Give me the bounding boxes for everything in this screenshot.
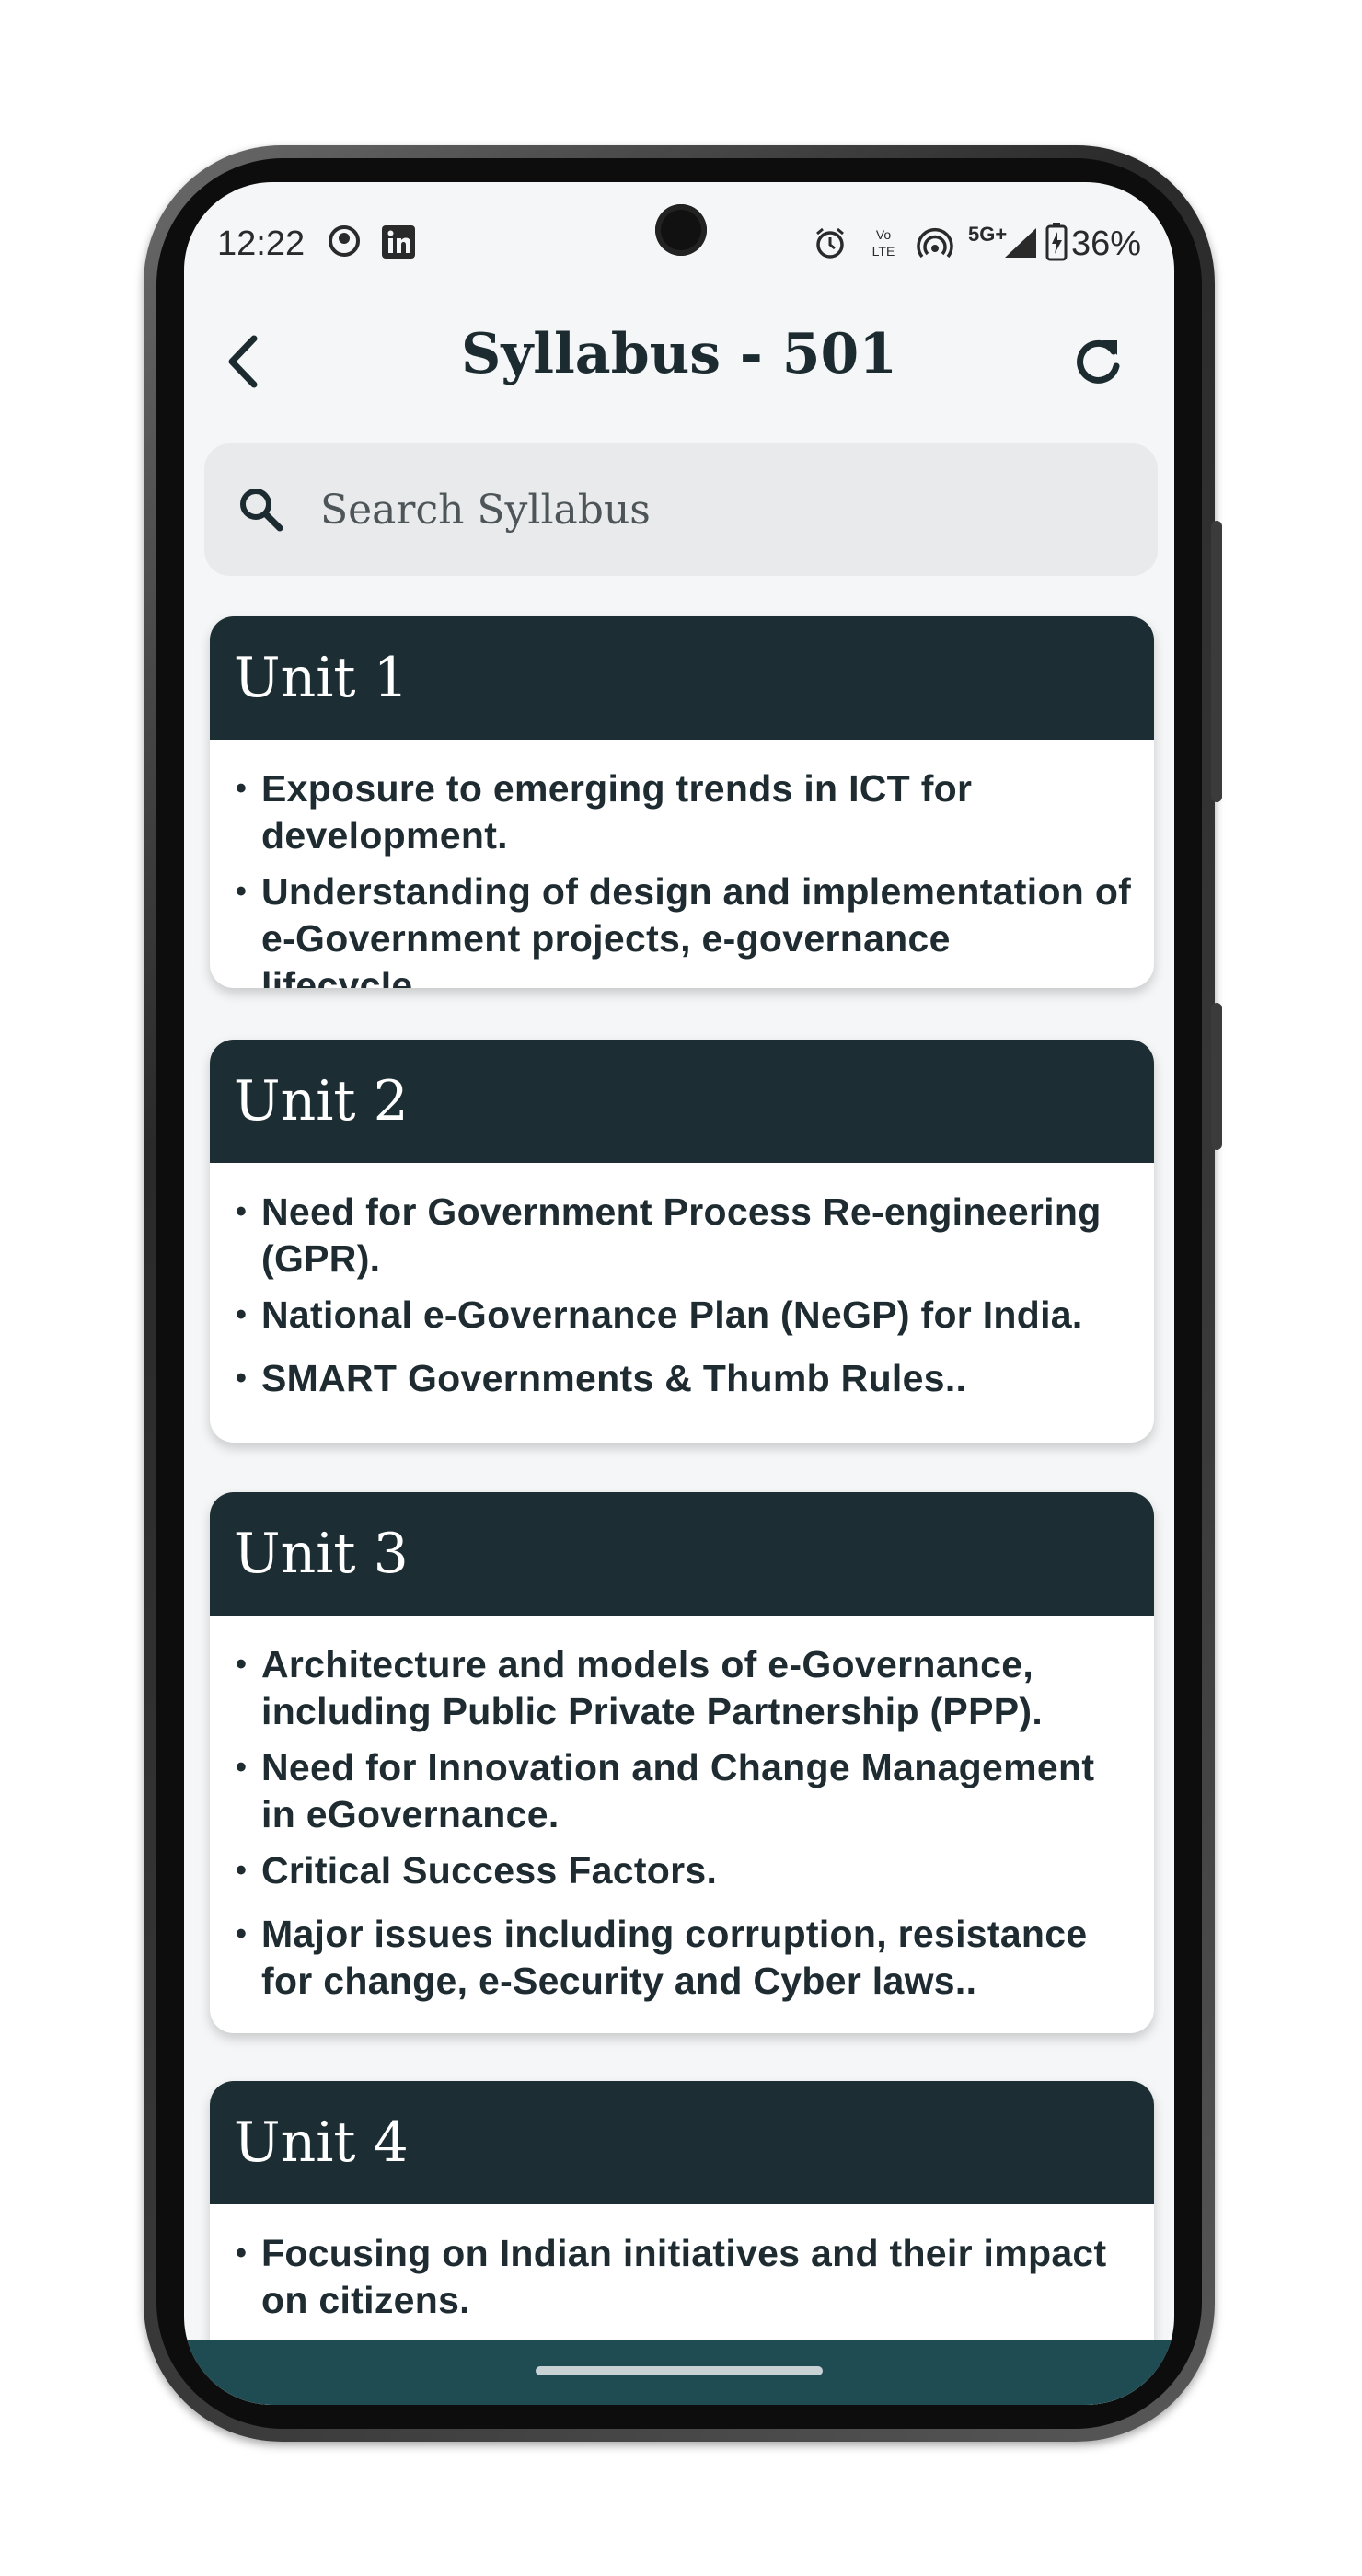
- hotspot-icon: [917, 228, 953, 259]
- gesture-handle[interactable]: [536, 2366, 823, 2375]
- signal-icon: [1005, 228, 1036, 258]
- unit-card-header: Unit 3: [210, 1492, 1154, 1616]
- notification-app-icon: [329, 225, 360, 257]
- topic-item: • Need for Innovation and Change Managem…: [236, 1744, 1134, 1838]
- topic-text: Critical Success Factors.: [261, 1849, 718, 1892]
- search-input[interactable]: [320, 477, 1112, 543]
- unit-topics: • Focusing on Indian initiatives and the…: [210, 2204, 1154, 2350]
- status-bar: 12:22 Vo LTE 5G+: [184, 182, 1174, 304]
- topic-item: • Understanding of design and implementa…: [236, 868, 1134, 988]
- topic-item: • Focusing on Indian initiatives and the…: [236, 2230, 1134, 2324]
- battery-icon: [1045, 223, 1068, 261]
- back-arrow-icon[interactable]: [217, 331, 272, 392]
- bullet: •: [236, 771, 247, 806]
- app-screen: 12:22 Vo LTE 5G+: [184, 182, 1174, 2405]
- volte-icon: Vo LTE: [872, 227, 895, 259]
- unit-topics: • Exposure to emerging trends in ICT for…: [210, 740, 1154, 988]
- bullet: •: [236, 1853, 247, 1888]
- topic-text: Focusing on Indian initiatives and their…: [261, 2232, 1107, 2321]
- refresh-icon[interactable]: [1068, 331, 1128, 392]
- unit-title: Unit 1: [234, 646, 409, 710]
- bullet: •: [236, 1750, 247, 1785]
- unit-card[interactable]: Unit 3 • Architecture and models of e-Go…: [210, 1492, 1154, 2033]
- search-bar[interactable]: [204, 443, 1158, 576]
- topic-item: • National e-Governance Plan (NeGP) for …: [236, 1292, 1134, 1339]
- linkedin-icon: [382, 225, 415, 259]
- topic-item: • Critical Success Factors.: [236, 1847, 1134, 1894]
- bullet: •: [236, 1916, 247, 1951]
- bullet: •: [236, 1297, 247, 1332]
- page-title: Syllabus - 501: [461, 322, 897, 386]
- topic-item: • Exposure to emerging trends in ICT for…: [236, 765, 1134, 859]
- system-nav-bar: [184, 2340, 1174, 2405]
- app-bar: Syllabus - 501: [184, 311, 1174, 412]
- topic-text: Major issues including corruption, resis…: [261, 1913, 1088, 2002]
- topic-text: National e-Governance Plan (NeGP) for In…: [261, 1294, 1083, 1336]
- unit-card[interactable]: Unit 1 • Exposure to emerging trends in …: [210, 616, 1154, 988]
- network-type: 5G+: [968, 223, 1008, 246]
- topic-item: • SMART Governments & Thumb Rules..: [236, 1355, 1134, 1402]
- topic-text: Architecture and models of e-Governance,…: [261, 1643, 1044, 1732]
- unit-title: Unit 4: [234, 2110, 409, 2175]
- unit-card-header: Unit 1: [210, 616, 1154, 740]
- unit-card-header: Unit 4: [210, 2081, 1154, 2204]
- unit-title: Unit 2: [234, 1069, 409, 1133]
- bullet: •: [236, 874, 247, 909]
- bullet: •: [236, 2236, 247, 2271]
- unit-topics: • Architecture and models of e-Governanc…: [210, 1616, 1154, 2030]
- front-camera: [655, 204, 707, 256]
- topic-text: SMART Governments & Thumb Rules..: [261, 1357, 967, 1399]
- alarm-icon: [816, 227, 844, 259]
- topic-text: Exposure to emerging trends in ICT for d…: [261, 767, 973, 857]
- bullet: •: [236, 1361, 247, 1396]
- search-icon: [240, 489, 283, 532]
- svg-text:LTE: LTE: [872, 244, 895, 259]
- power-button: [1211, 1003, 1222, 1150]
- unit-card[interactable]: Unit 2 • Need for Government Process Re-…: [210, 1040, 1154, 1443]
- battery-percent: 36%: [1070, 224, 1141, 263]
- volume-button: [1211, 521, 1222, 802]
- topic-item: • Need for Government Process Re-enginee…: [236, 1189, 1134, 1282]
- topic-text: Need for Innovation and Change Managemen…: [261, 1746, 1095, 1835]
- topic-text: Need for Government Process Re-engineeri…: [261, 1190, 1102, 1280]
- bullet: •: [236, 1194, 247, 1229]
- svg-text:Vo: Vo: [876, 227, 892, 242]
- status-time: 12:22: [217, 224, 306, 263]
- unit-card-header: Unit 2: [210, 1040, 1154, 1163]
- unit-topics: • Need for Government Process Re-enginee…: [210, 1163, 1154, 1428]
- topic-item: • Architecture and models of e-Governanc…: [236, 1641, 1134, 1735]
- unit-title: Unit 3: [234, 1522, 409, 1586]
- bullet: •: [236, 1647, 247, 1682]
- topic-item: • Major issues including corruption, res…: [236, 1911, 1134, 2005]
- topic-text: Understanding of design and implementati…: [261, 870, 1132, 988]
